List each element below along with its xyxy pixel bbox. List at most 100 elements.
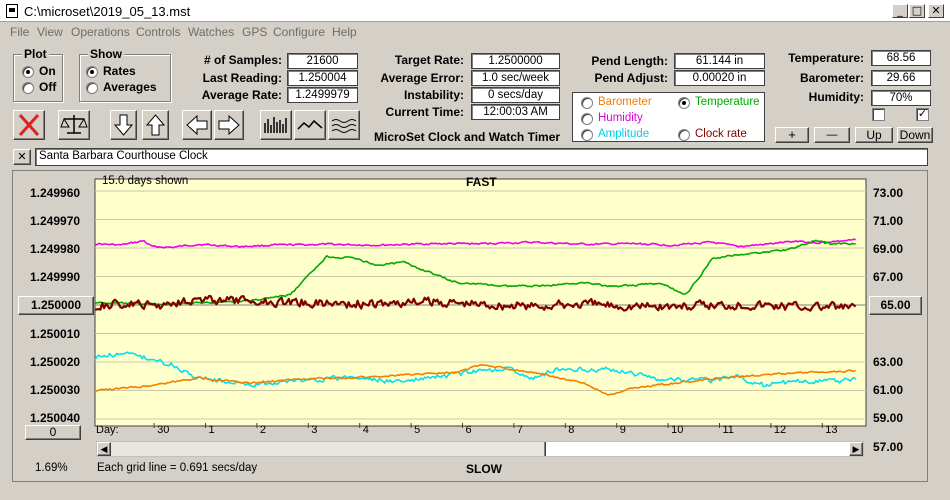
maximize-button[interactable]: □	[909, 4, 925, 18]
humidity-series-line	[94, 238, 856, 249]
pend-length-field[interactable]: 61.144 in	[674, 53, 765, 69]
aux-tick-9: 57.00	[873, 440, 904, 454]
x-tick-label: 1	[208, 424, 215, 436]
scroll-right-button[interactable]	[214, 110, 244, 140]
samples-label: # of Samples:	[203, 53, 282, 67]
aux-plus-button[interactable]: +	[775, 127, 809, 143]
aux-tick-8: 59.00	[873, 411, 904, 425]
shift-up-button[interactable]	[142, 110, 169, 140]
aux-tick-1: 73.00	[873, 186, 904, 200]
x-tick-label: 2	[259, 424, 267, 436]
target-rate-field[interactable]: 1.2500000	[471, 53, 560, 69]
grid-note: Each grid line = 0.691 secs/day	[97, 462, 258, 474]
barometer-field: 29.66	[871, 70, 931, 86]
instability-field: 0 secs/day	[471, 87, 560, 103]
menu-help[interactable]: Help	[332, 25, 357, 39]
aux-center-button[interactable]: 65.00	[869, 296, 922, 315]
app-icon[interactable]	[6, 4, 18, 18]
plot-off-label[interactable]: Off	[39, 80, 57, 94]
scroll-left-button[interactable]	[182, 110, 212, 140]
wave-view-button[interactable]	[328, 110, 360, 140]
aux-minus-button[interactable]: —	[814, 127, 850, 143]
bars-view-button[interactable]	[260, 110, 292, 140]
plot-series	[94, 238, 857, 396]
time-scrollbar[interactable]: ◀ ▶	[96, 441, 864, 457]
close-button[interactable]: ✕	[928, 4, 944, 18]
aux-options-box: Barometer Temperature Humidity Amplitude…	[572, 92, 765, 142]
amplitude-radio[interactable]	[581, 129, 593, 141]
bar-chart-icon	[264, 117, 287, 133]
scroll-left-arrow[interactable]: ◀	[97, 442, 111, 456]
plot-on-label[interactable]: On	[39, 64, 56, 78]
clock-rate-radio[interactable]	[678, 129, 690, 141]
show-rates-radio[interactable]	[86, 66, 98, 78]
aux-tick-7: 61.00	[873, 383, 904, 397]
pend-adjust-label: Pend Adjust:	[594, 71, 668, 85]
arrow-up-icon	[145, 114, 166, 136]
menu-configure[interactable]: Configure	[273, 25, 326, 39]
clock-rate-option[interactable]: Clock rate	[695, 128, 747, 140]
temperature-radio[interactable]	[678, 97, 690, 109]
line-chart-icon	[297, 119, 323, 130]
plot-on-radio[interactable]	[22, 66, 34, 78]
barometer-option[interactable]: Barometer	[598, 96, 652, 108]
current-time-label: Current Time:	[385, 105, 464, 119]
description-field[interactable]: Santa Barbara Courthouse Clock	[35, 148, 928, 166]
menu-controls[interactable]: Controls	[136, 25, 181, 39]
menu-operations[interactable]: Operations	[71, 25, 130, 39]
y-tick-4: 1.249990	[30, 270, 81, 284]
pend-adjust-field[interactable]: 0.00020 in	[674, 70, 765, 86]
rate-center-button[interactable]: 1.250000	[18, 296, 94, 315]
scroll-thumb-body[interactable]	[546, 442, 849, 456]
temperature-option[interactable]: Temperature	[695, 96, 760, 108]
left-checkbox[interactable]	[872, 108, 885, 121]
barometer-radio[interactable]	[581, 97, 593, 109]
x-tick-label: 4	[362, 424, 369, 436]
menu-file[interactable]: File	[10, 25, 30, 39]
menu-watches[interactable]: Watches	[188, 25, 235, 39]
x-tick-label: 10	[671, 424, 684, 436]
app-label: MicroSet Clock and Watch Timer	[374, 130, 561, 144]
show-averages-radio[interactable]	[86, 82, 98, 94]
scroll-thumb[interactable]	[544, 442, 546, 456]
humidity-radio[interactable]	[581, 113, 593, 125]
line-view-button[interactable]	[294, 110, 326, 140]
right-checkbox[interactable]: ✓	[916, 108, 929, 121]
show-rates-label[interactable]: Rates	[103, 64, 136, 78]
window-title: C:\microset\2019_05_13.mst	[24, 4, 191, 19]
x-tick-label: 11	[722, 424, 734, 436]
instability-label: Instability:	[403, 88, 464, 102]
amplitude-option[interactable]: Amplitude	[598, 128, 650, 140]
menu-view[interactable]: View	[37, 25, 63, 39]
stop-button[interactable]	[13, 110, 45, 140]
aux-up-button[interactable]: Up	[855, 127, 893, 143]
aux-down-button[interactable]: Down	[897, 127, 933, 143]
show-group: Show Rates Averages	[79, 47, 171, 102]
show-group-title: Show	[88, 47, 124, 61]
stop-icon	[18, 113, 40, 137]
x-tick-label: 8	[568, 424, 575, 436]
clear-description-button[interactable]: ✕	[13, 149, 31, 165]
x-tick-label: 9	[619, 424, 626, 436]
plot-off-radio[interactable]	[22, 82, 34, 94]
zero-button[interactable]: 0	[25, 425, 81, 440]
shift-down-button[interactable]	[110, 110, 137, 140]
menu-gps[interactable]: GPS	[242, 25, 268, 39]
x-tick-label: 13	[825, 424, 838, 436]
last-reading-field: 1.250004	[287, 70, 358, 86]
target-rate-label: Target Rate:	[394, 53, 464, 67]
average-rate-label: Average Rate:	[201, 88, 282, 102]
minimize-button[interactable]: _	[892, 4, 908, 18]
humidity-option[interactable]: Humidity	[598, 112, 643, 124]
scroll-right-arrow[interactable]: ▶	[849, 442, 863, 456]
y-tick-8: 1.250030	[30, 383, 81, 397]
plot-group: Plot On Off	[13, 47, 63, 102]
barometer-series-line	[94, 364, 856, 396]
y-tick-2: 1.249970	[30, 214, 81, 228]
balance-button[interactable]	[58, 110, 90, 140]
x-tick-label: 6	[465, 424, 472, 436]
show-averages-label[interactable]: Averages	[103, 80, 157, 94]
aux-tick-3: 69.00	[873, 242, 904, 256]
current-time-field: 12:00:03 AM	[471, 104, 560, 120]
